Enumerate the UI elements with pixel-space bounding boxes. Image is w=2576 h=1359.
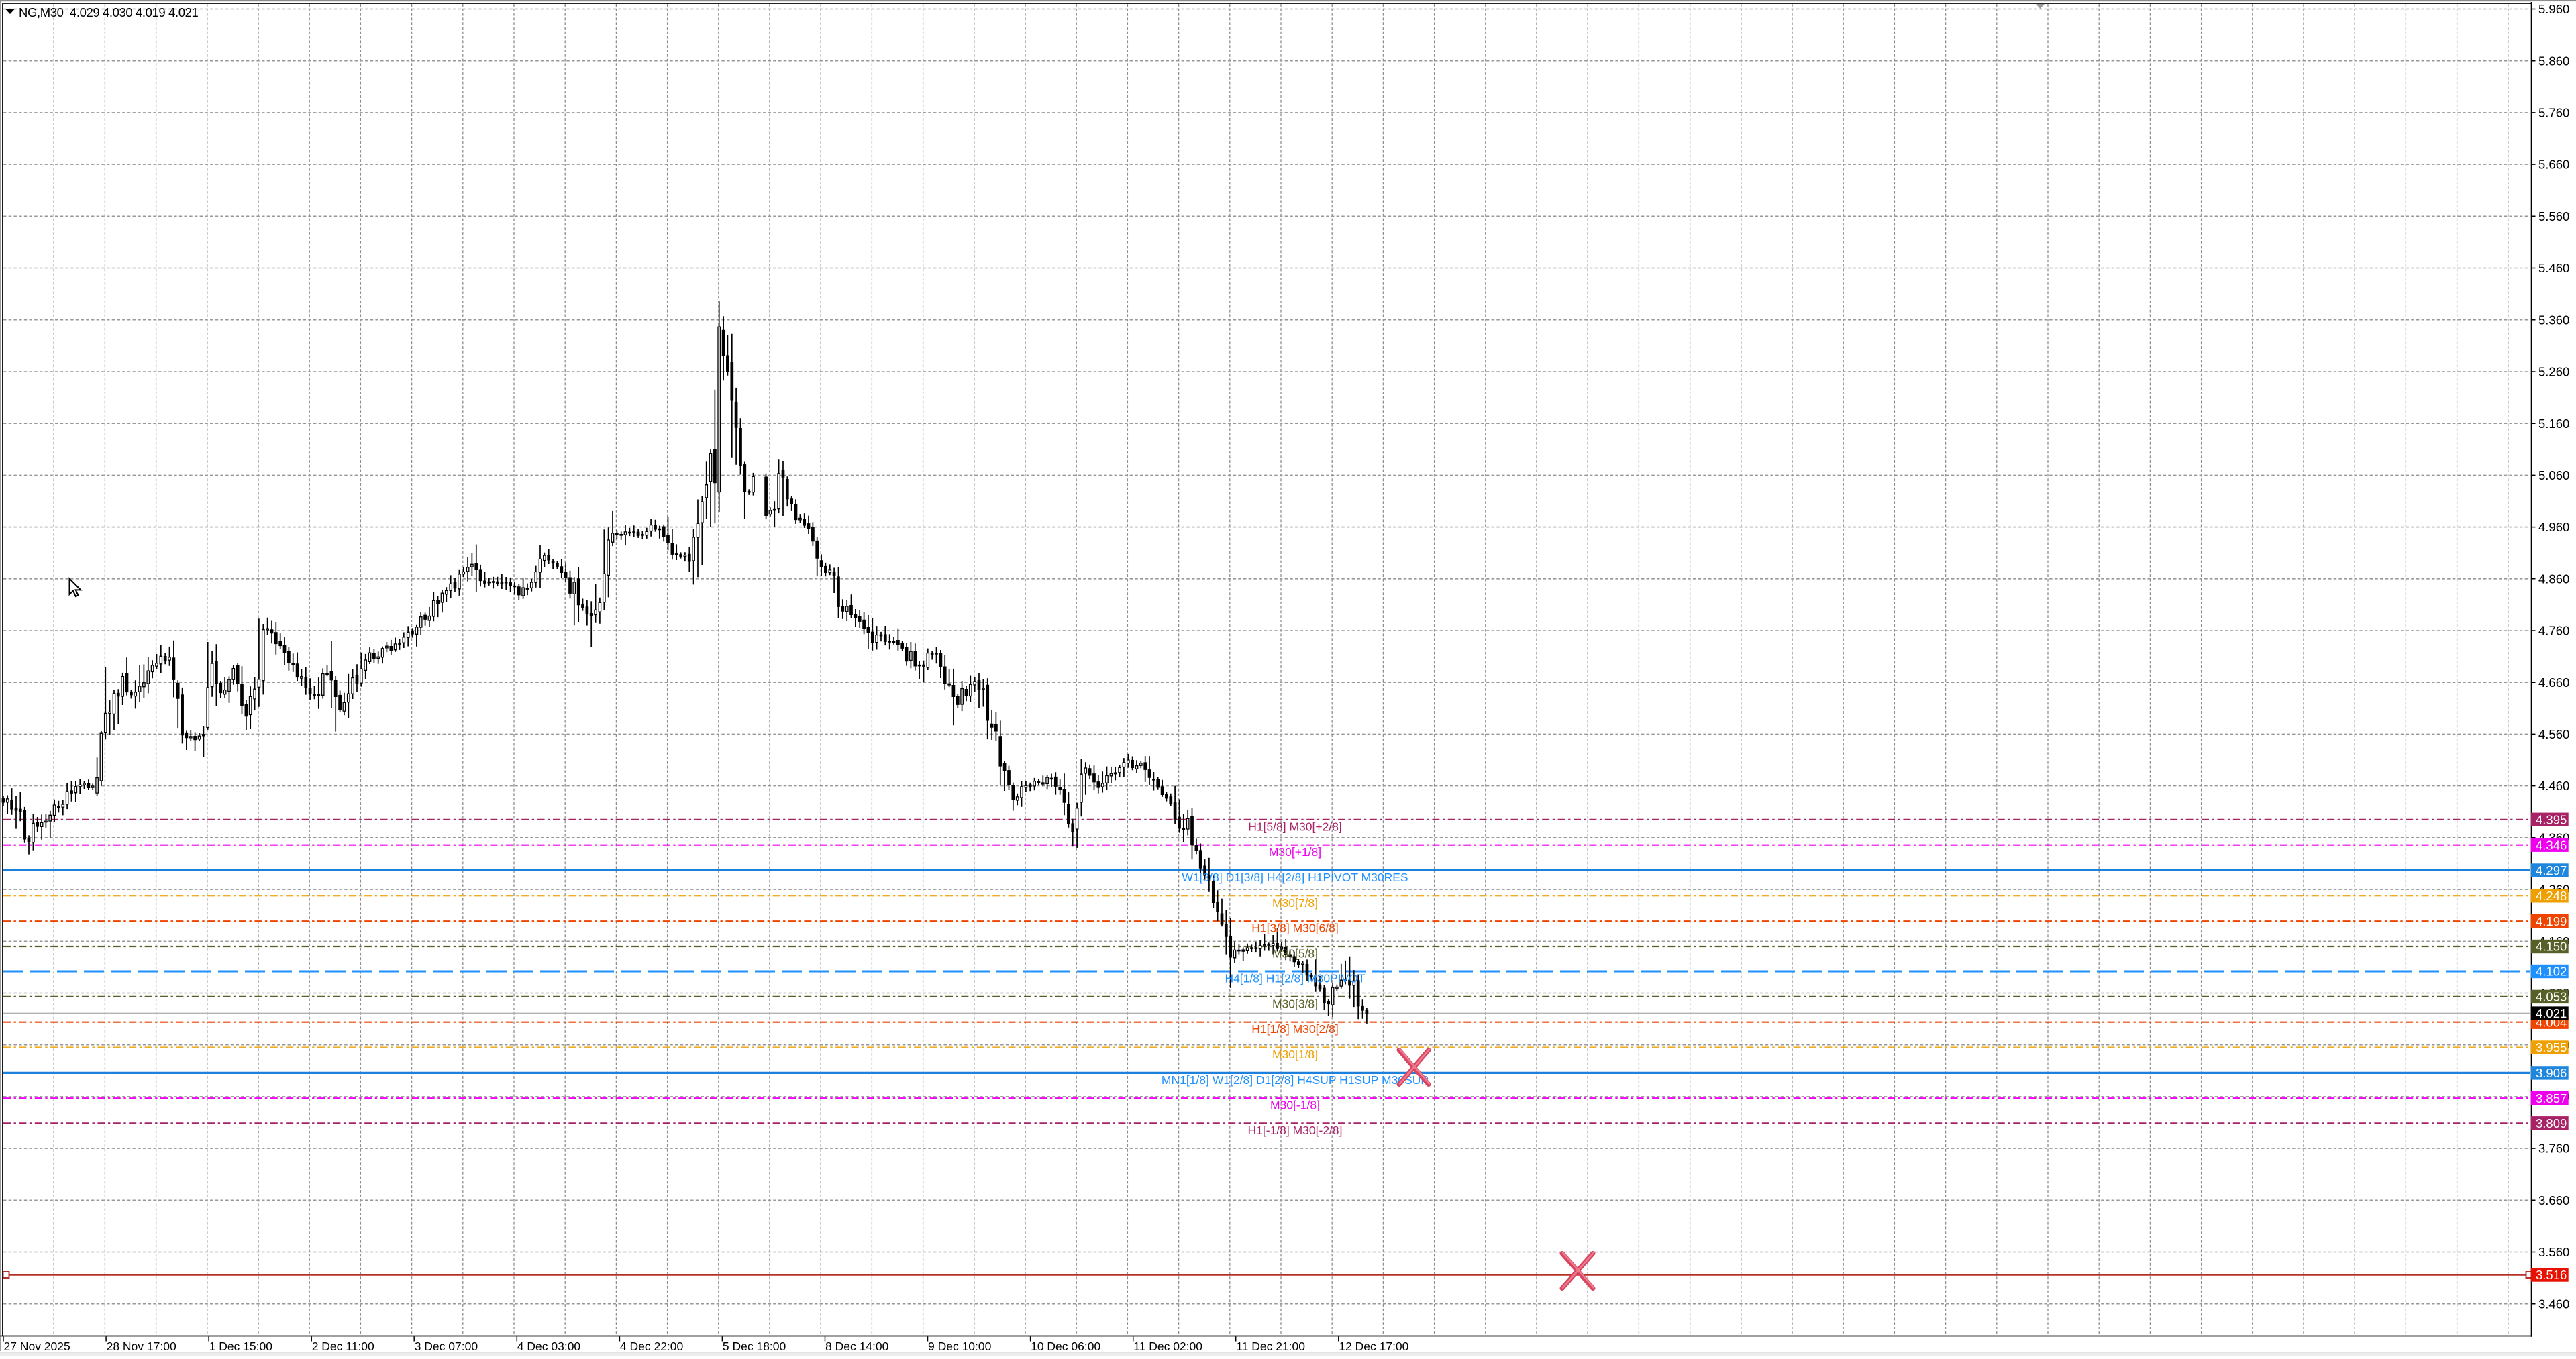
svg-text:M30[1/8]: M30[1/8]: [1272, 1048, 1318, 1061]
svg-text:M30[5/8]: M30[5/8]: [1272, 947, 1318, 961]
svg-text:H1[1/8] M30[2/8]: H1[1/8] M30[2/8]: [1251, 1022, 1338, 1036]
svg-text:8 Dec 14:00: 8 Dec 14:00: [825, 1340, 889, 1353]
svg-text:5.060: 5.060: [2538, 468, 2569, 482]
svg-text:4.460: 4.460: [2538, 779, 2569, 793]
svg-text:5.360: 5.360: [2538, 313, 2569, 327]
svg-text:11 Dec 21:00: 11 Dec 21:00: [1236, 1340, 1305, 1353]
svg-text:H1[3/8] M30[6/8]: H1[3/8] M30[6/8]: [1251, 922, 1338, 935]
svg-text:4.102: 4.102: [2536, 965, 2567, 979]
svg-text:3.460: 3.460: [2538, 1297, 2569, 1311]
svg-text:4 Dec 22:00: 4 Dec 22:00: [620, 1340, 684, 1353]
svg-text:MN1[1/8] W1[2/8] D1[2/8] H4SUP: MN1[1/8] W1[2/8] D1[2/8] H4SUP H1SUP M30…: [1162, 1073, 1429, 1087]
svg-text:5.460: 5.460: [2538, 261, 2569, 275]
svg-text:5.260: 5.260: [2538, 365, 2569, 379]
svg-text:3.857: 3.857: [2536, 1091, 2567, 1105]
svg-text:3.516: 3.516: [2536, 1268, 2567, 1282]
svg-text:5.160: 5.160: [2538, 417, 2569, 431]
svg-text:9 Dec 10:00: 9 Dec 10:00: [928, 1340, 992, 1353]
svg-text:4.560: 4.560: [2538, 727, 2569, 741]
svg-text:H4[1/8] H1[2/8] M30PIVOT: H4[1/8] H1[2/8] M30PIVOT: [1225, 972, 1365, 985]
svg-text:4.346: 4.346: [2536, 838, 2567, 852]
svg-text:NG,M30 4.029 4.030 4.019 4.02: NG,M30 4.029 4.030 4.019 4.021: [19, 5, 198, 19]
svg-text:4.248: 4.248: [2536, 889, 2567, 903]
svg-text:4 Dec 03:00: 4 Dec 03:00: [517, 1340, 581, 1353]
svg-text:5.860: 5.860: [2538, 54, 2569, 68]
svg-text:5.960: 5.960: [2538, 2, 2569, 16]
svg-text:M30[+1/8]: M30[+1/8]: [1269, 845, 1321, 859]
svg-text:3 Dec 07:00: 3 Dec 07:00: [415, 1340, 478, 1353]
svg-text:4.760: 4.760: [2538, 624, 2569, 638]
svg-text:4.053: 4.053: [2536, 990, 2567, 1004]
svg-text:M30[-1/8]: M30[-1/8]: [1270, 1099, 1320, 1112]
svg-text:5.660: 5.660: [2538, 158, 2569, 172]
svg-text:3.906: 3.906: [2536, 1066, 2567, 1080]
svg-text:5 Dec 18:00: 5 Dec 18:00: [723, 1340, 786, 1353]
svg-text:10 Dec 06:00: 10 Dec 06:00: [1031, 1340, 1100, 1353]
svg-text:27 Nov 2025: 27 Nov 2025: [4, 1340, 70, 1353]
svg-text:4.297: 4.297: [2536, 863, 2567, 877]
svg-text:5.560: 5.560: [2538, 209, 2569, 223]
svg-text:4.395: 4.395: [2536, 812, 2567, 826]
svg-text:M30[7/8]: M30[7/8]: [1272, 896, 1318, 910]
svg-text:4.660: 4.660: [2538, 675, 2569, 690]
svg-text:3.809: 3.809: [2536, 1116, 2567, 1130]
svg-text:4.150: 4.150: [2536, 940, 2567, 954]
svg-text:M30[3/8]: M30[3/8]: [1272, 997, 1318, 1010]
svg-text:11 Dec 02:00: 11 Dec 02:00: [1133, 1340, 1202, 1353]
svg-text:12 Dec 17:00: 12 Dec 17:00: [1339, 1340, 1408, 1353]
svg-text:3.955: 3.955: [2536, 1040, 2567, 1054]
svg-text:4.021: 4.021: [2536, 1006, 2567, 1020]
svg-text:3.760: 3.760: [2538, 1142, 2569, 1156]
svg-text:W1[3/8] D1[3/8] H4[2/8] H1PIVO: W1[3/8] D1[3/8] H4[2/8] H1PIVOT M30RES: [1182, 871, 1408, 884]
svg-text:4.199: 4.199: [2536, 914, 2567, 928]
svg-text:3.560: 3.560: [2538, 1245, 2569, 1259]
svg-text:3.660: 3.660: [2538, 1193, 2569, 1207]
svg-text:4.860: 4.860: [2538, 572, 2569, 586]
svg-text:4.960: 4.960: [2538, 520, 2569, 534]
svg-text:H1[-1/8] M30[-2/8]: H1[-1/8] M30[-2/8]: [1247, 1124, 1342, 1137]
svg-text:28 Nov 17:00: 28 Nov 17:00: [107, 1340, 176, 1353]
svg-text:5.760: 5.760: [2538, 106, 2569, 120]
svg-text:2 Dec 11:00: 2 Dec 11:00: [312, 1340, 374, 1353]
svg-text:1 Dec 15:00: 1 Dec 15:00: [209, 1340, 273, 1353]
svg-text:H1[5/8] M30[+2/8]: H1[5/8] M30[+2/8]: [1248, 820, 1342, 833]
